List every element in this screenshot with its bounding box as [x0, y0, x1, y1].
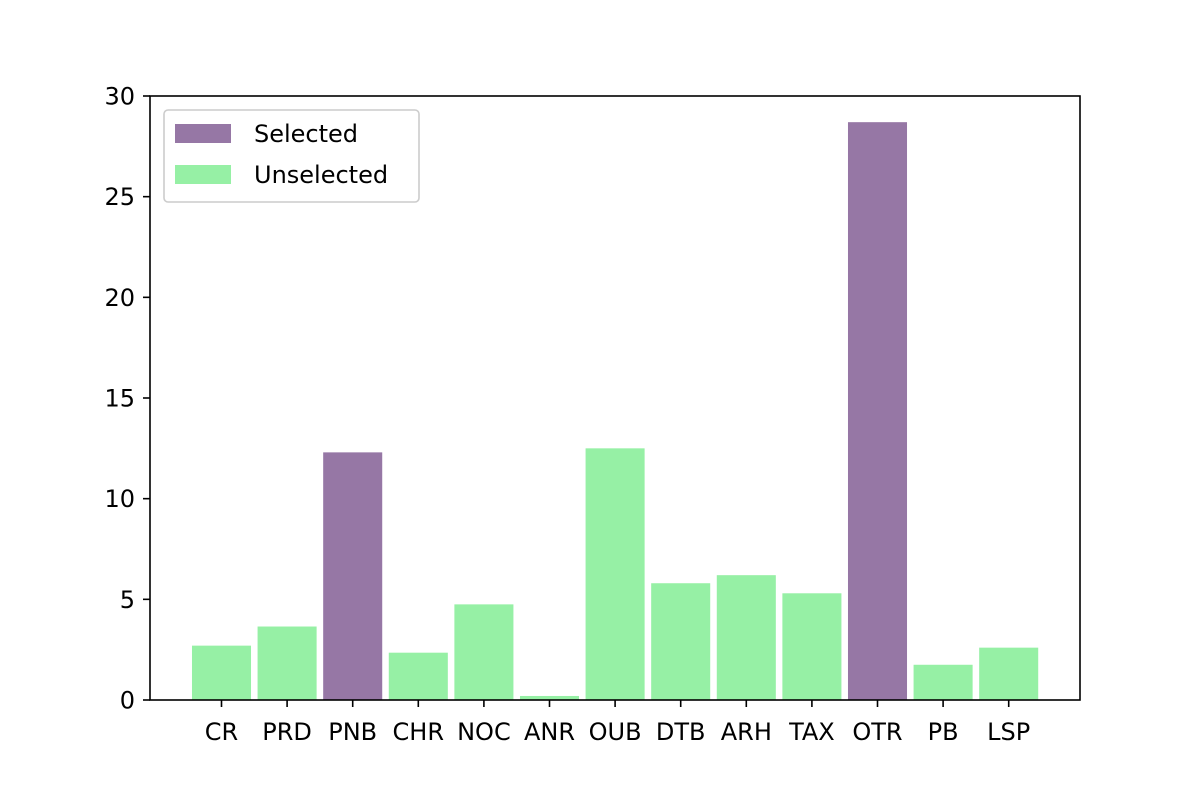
x-tick-label: CR — [205, 718, 238, 746]
y-tick-label: 15 — [104, 385, 135, 413]
x-tick-label: OTR — [852, 718, 902, 746]
bar-otr — [847, 122, 908, 700]
x-tick-label: PB — [928, 718, 959, 746]
bar-chr — [388, 652, 448, 700]
x-tick-label: ANR — [524, 718, 575, 746]
x-tick-label: TAX — [788, 718, 835, 746]
y-axis: 0 5 10 15 20 25 30 — [104, 83, 150, 715]
y-tick-label: 10 — [104, 485, 135, 513]
y-tick-label: 0 — [120, 687, 135, 715]
x-tick-label: LSP — [987, 718, 1030, 746]
x-tick-label: CHR — [393, 718, 444, 746]
x-axis: CR PRD PNB CHR NOC ANR OUB DTB ARH TAX OTR PB LSP — [205, 700, 1030, 746]
bar-noc — [454, 604, 514, 700]
bar-prd — [257, 626, 317, 700]
x-tick-label: ARH — [721, 718, 772, 746]
bar-arh — [716, 575, 776, 700]
y-tick-label: 20 — [104, 284, 135, 312]
x-tick-label: PRD — [262, 718, 312, 746]
bar-oub — [585, 448, 645, 700]
legend-label-unselected: Unselected — [254, 161, 388, 189]
y-tick-label: 5 — [120, 586, 135, 614]
bar-pb — [913, 664, 973, 700]
x-tick-label: DTB — [656, 718, 706, 746]
legend-swatch-unselected — [175, 165, 231, 184]
y-tick-label: 25 — [104, 183, 135, 211]
x-tick-label: OUB — [589, 718, 642, 746]
x-tick-label: NOC — [457, 718, 511, 746]
bar-anr — [519, 695, 580, 700]
bar-cr — [191, 645, 252, 700]
bars-group — [191, 122, 1039, 700]
plot-frame — [149, 95, 1081, 701]
y-tick-label: 30 — [104, 83, 135, 111]
legend-label-selected: Selected — [254, 120, 358, 148]
x-tick-label: PNB — [328, 718, 377, 746]
bar-tax — [782, 593, 842, 700]
bar-lsp — [979, 647, 1039, 700]
legend-swatch-selected — [175, 124, 231, 143]
legend: Selected Unselected — [163, 109, 420, 203]
bar-dtb — [651, 583, 711, 700]
bar-pnb — [323, 452, 383, 700]
